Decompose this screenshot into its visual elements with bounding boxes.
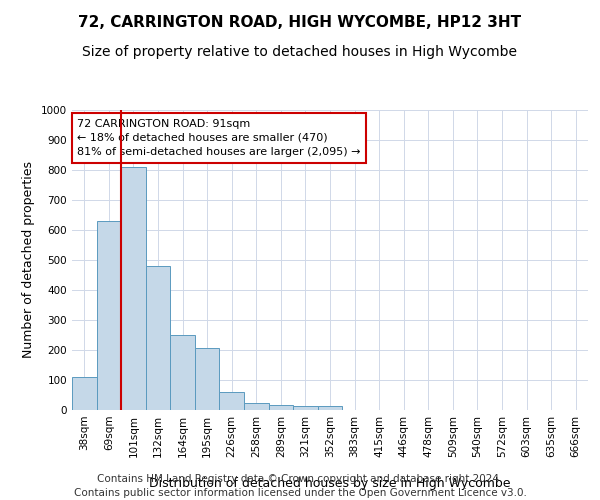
Bar: [97, 221, 121, 410]
Bar: [121, 167, 146, 410]
Text: Distribution of detached houses by size in High Wycombe: Distribution of detached houses by size …: [149, 477, 511, 490]
Bar: [220, 392, 244, 410]
Text: Size of property relative to detached houses in High Wycombe: Size of property relative to detached ho…: [83, 45, 517, 59]
Bar: [293, 406, 318, 410]
Y-axis label: Number of detached properties: Number of detached properties: [22, 162, 35, 358]
Bar: [146, 266, 170, 410]
Bar: [244, 402, 269, 410]
Bar: [318, 406, 342, 410]
Bar: [72, 377, 97, 410]
Text: 72, CARRINGTON ROAD, HIGH WYCOMBE, HP12 3HT: 72, CARRINGTON ROAD, HIGH WYCOMBE, HP12 …: [79, 15, 521, 30]
Bar: [195, 348, 220, 410]
Bar: [170, 335, 195, 410]
Text: 72 CARRINGTON ROAD: 91sqm
← 18% of detached houses are smaller (470)
81% of semi: 72 CARRINGTON ROAD: 91sqm ← 18% of detac…: [77, 119, 361, 157]
Bar: [269, 404, 293, 410]
Text: Contains HM Land Registry data © Crown copyright and database right 2024.
Contai: Contains HM Land Registry data © Crown c…: [74, 474, 526, 498]
